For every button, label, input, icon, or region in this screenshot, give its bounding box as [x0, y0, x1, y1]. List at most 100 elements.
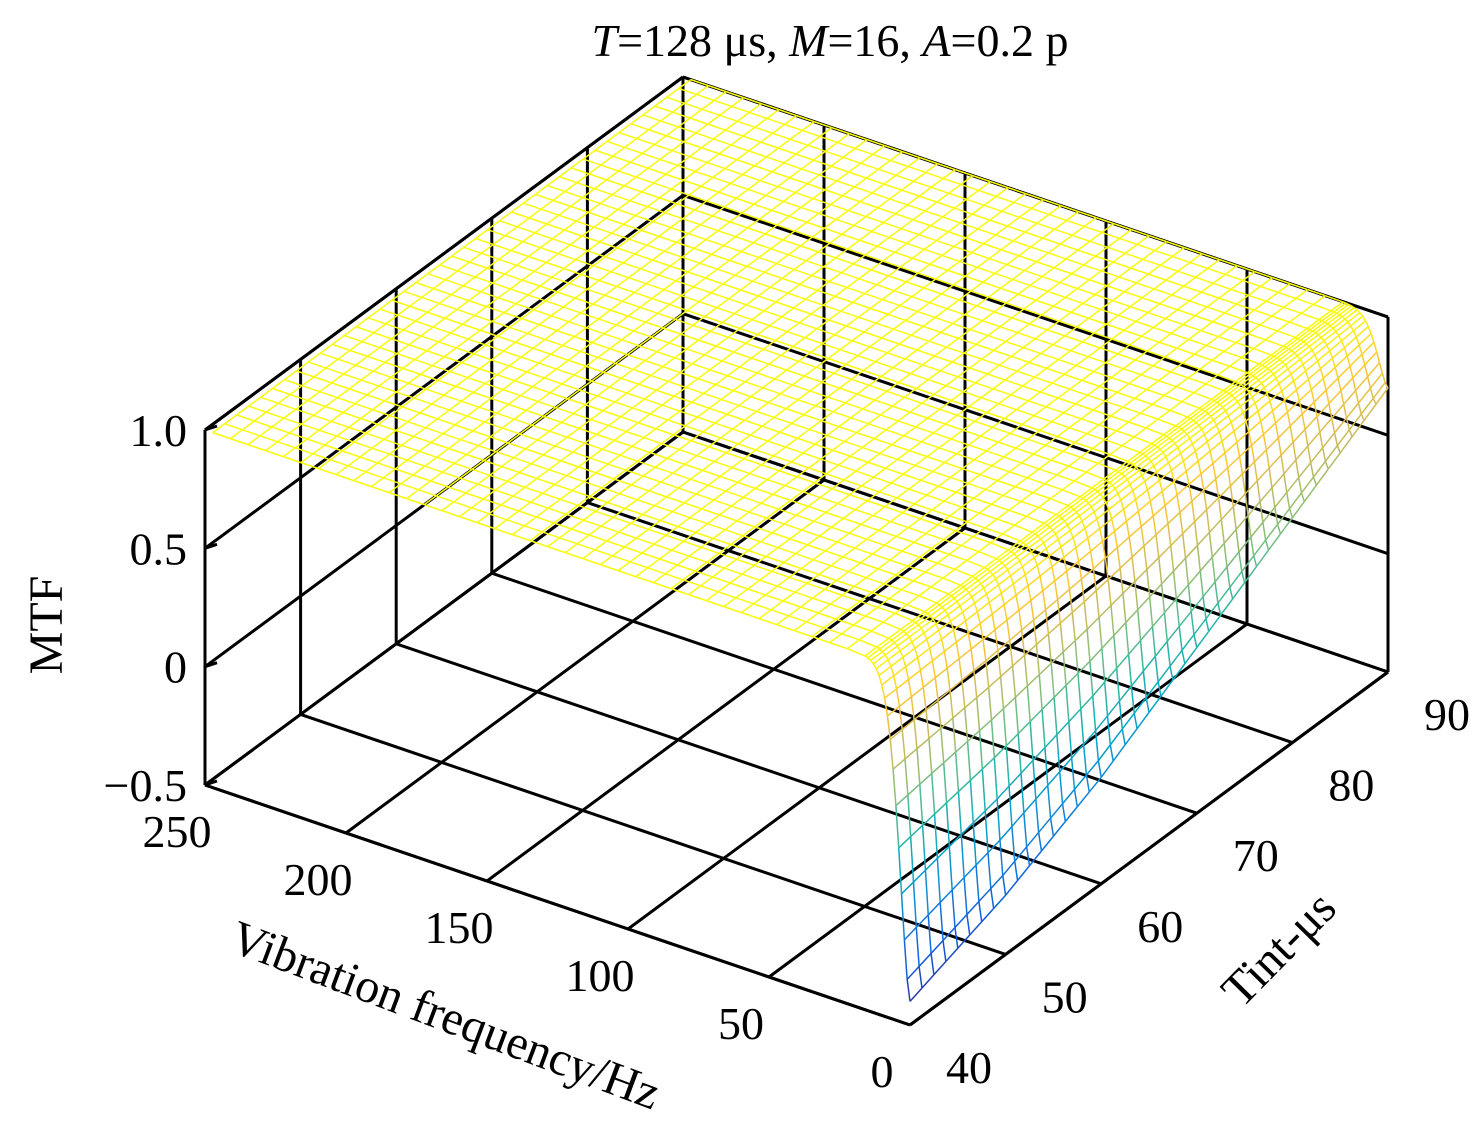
surface-line-const-frequency	[741, 165, 755, 176]
surface-line-const-frequency	[1300, 330, 1314, 341]
surface-line-const-tint	[988, 602, 993, 615]
surface-line-const-frequency	[988, 676, 1002, 688]
surface-line-const-tint	[359, 456, 378, 464]
surface-line-const-tint	[833, 372, 852, 381]
surface-line-const-frequency	[793, 260, 807, 271]
surface-line-const-tint	[1122, 406, 1141, 414]
surface-line-const-tint	[995, 195, 1014, 204]
surface-line-const-frequency	[830, 556, 844, 567]
surface-line-const-frequency	[471, 459, 485, 470]
surface-line-const-frequency	[898, 696, 912, 707]
surface-line-const-tint	[912, 881, 918, 928]
surface-line-const-frequency	[349, 340, 363, 351]
surface-line-const-frequency	[1012, 654, 1026, 667]
surface-line-const-tint	[1145, 697, 1150, 713]
surface-line-const-frequency	[684, 454, 698, 465]
surface-line-const-frequency	[1066, 515, 1080, 526]
surface-line-const-tint	[946, 668, 951, 691]
surface-line-const-tint	[1359, 312, 1364, 317]
surface-line-const-tint	[1033, 414, 1052, 423]
surface-line-const-frequency	[1059, 611, 1073, 624]
surface-line-const-frequency	[946, 299, 960, 310]
surface-line-const-tint	[796, 476, 815, 484]
surface-line-const-tint	[1047, 290, 1066, 299]
surface-line-const-frequency	[966, 550, 980, 562]
surface-line-const-tint	[1112, 261, 1132, 269]
surface-line-const-frequency	[964, 697, 978, 709]
surface-line-const-tint	[522, 240, 541, 249]
surface-line-const-frequency	[1315, 468, 1329, 486]
surface-line-const-frequency	[1002, 860, 1016, 877]
surface-line-const-frequency	[614, 392, 628, 403]
surface-line-const-tint	[1214, 478, 1220, 498]
surface-line-const-frequency	[968, 397, 982, 408]
surface-line-const-frequency	[960, 536, 974, 547]
surface-line-const-tint	[1264, 539, 1270, 551]
surface-line-const-tint	[763, 310, 782, 318]
surface-line-const-tint	[1253, 555, 1258, 567]
surface-line-const-frequency	[738, 396, 752, 407]
surface-line-const-tint	[1097, 462, 1117, 471]
surface-line-const-frequency	[976, 296, 990, 307]
surface-line-const-tint	[1026, 515, 1045, 524]
surface-line-const-tint	[742, 173, 761, 182]
surface-line-const-tint	[724, 167, 743, 176]
surface-line-const-frequency	[920, 470, 934, 481]
surface-line-const-frequency	[643, 428, 657, 439]
surface-line-const-tint	[1271, 410, 1277, 424]
surface-line-const-tint	[1277, 291, 1296, 300]
surface-line-const-frequency	[874, 352, 888, 363]
surface-line-const-tint	[367, 355, 386, 364]
surface-line-const-tint	[419, 412, 438, 420]
surface-line-const-tint	[1044, 609, 1050, 634]
surface-line-const-tint	[332, 343, 351, 352]
surface-line-const-frequency	[854, 538, 868, 549]
surface-line-const-tint	[1150, 461, 1155, 467]
surface-line-const-frequency	[618, 123, 632, 134]
surface-line-const-tint	[1129, 344, 1148, 352]
surface-line-const-frequency	[638, 336, 652, 347]
surface-line-const-frequency	[1030, 590, 1044, 602]
surface-line-const-frequency	[1286, 400, 1300, 413]
surface-line-const-tint	[1030, 246, 1049, 254]
surface-line-const-frequency	[1005, 880, 1019, 896]
surface-line-const-frequency	[1236, 431, 1250, 443]
surface-line-const-frequency	[787, 245, 801, 256]
surface-line-const-tint	[557, 252, 576, 261]
surface-line-const-frequency	[324, 435, 338, 446]
surface-line-const-tint	[1154, 249, 1173, 258]
surface-line-const-frequency	[907, 157, 921, 168]
surface-line-const-tint	[713, 138, 732, 146]
surface-line-const-frequency	[972, 527, 986, 538]
surface-line-const-tint	[914, 503, 933, 511]
surface-line-const-tint	[1048, 252, 1067, 260]
surface-line-const-frequency	[1306, 319, 1320, 330]
surface-line-const-frequency	[277, 393, 291, 404]
surface-line-const-frequency	[1025, 535, 1039, 546]
surface-line-const-frequency	[1343, 390, 1357, 405]
surface-line-const-frequency	[1189, 253, 1203, 264]
surface-line-const-tint	[594, 549, 613, 557]
surface-line-const-frequency	[654, 457, 668, 468]
surface-line-const-frequency	[1296, 345, 1310, 357]
surface-line-const-frequency	[241, 420, 255, 431]
surface-line-const-frequency	[318, 420, 332, 431]
surface-line-const-tint	[1286, 492, 1291, 509]
surface-line-const-frequency	[1324, 445, 1338, 462]
surface-line-const-frequency	[886, 343, 900, 354]
surface-line-const-frequency	[666, 448, 680, 459]
surface-line-const-frequency	[1158, 545, 1172, 559]
surface-line-const-frequency	[1140, 365, 1154, 376]
surface-line-const-tint	[403, 290, 422, 299]
surface-line-const-frequency	[842, 147, 856, 158]
surface-line-const-frequency	[1029, 708, 1043, 723]
surface-line-const-tint	[360, 379, 380, 387]
surface-line-const-frequency	[1074, 628, 1088, 642]
surface-line-const-frequency	[407, 412, 421, 423]
surface-line-const-tint	[771, 171, 790, 179]
surface-line-const-tint	[457, 270, 476, 278]
surface-line-const-tint	[919, 518, 939, 526]
surface-line-const-tint	[524, 486, 543, 495]
surface-line-const-tint	[916, 657, 922, 671]
surface-line-const-frequency	[272, 379, 285, 390]
